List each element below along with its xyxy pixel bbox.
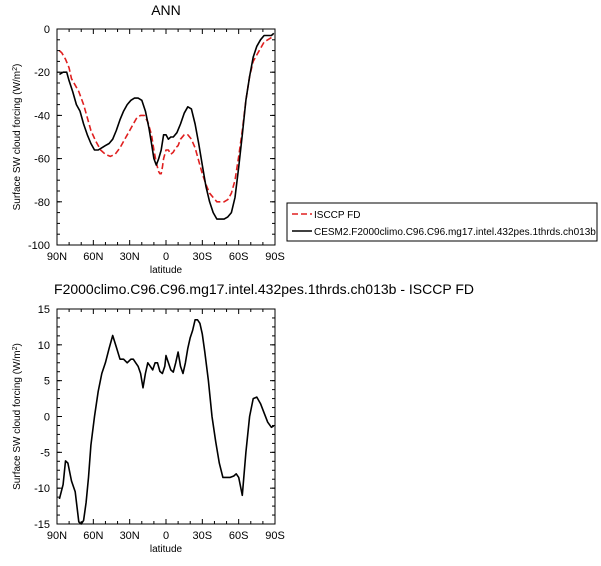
chart-panel-1: ANN 90N 60N 30N 0 30S 60S 90S 0 -20 -40 -60 -80 -100 l… [12, 2, 598, 276]
x-tick-label: 60S [229, 530, 249, 542]
x-tick-label: 90S [265, 251, 285, 263]
x-axis-label: latitude [150, 265, 183, 276]
x-tick-label: 30S [193, 530, 213, 542]
y-tick-label: 15 [38, 304, 50, 316]
y-tick-label: 0 [44, 412, 50, 424]
x-tick-label: 60S [229, 251, 249, 263]
y-tick-label: -20 [34, 67, 50, 79]
x-tick-label: 60N [83, 530, 103, 542]
x-tick-label: 90N [47, 530, 67, 542]
y-tick-label: -100 [28, 240, 50, 252]
legend: ISCCP FD CESM2.F2000climo.C96.C96.mg17.in… [286, 202, 598, 242]
series-line-1 [58, 34, 275, 203]
y-tick-label: -60 [34, 154, 50, 166]
legend-entry: ISCCP FD [314, 210, 361, 221]
y-tick-label: -80 [34, 197, 50, 209]
x-axis-label: latitude [150, 544, 183, 555]
y-tick-label: -40 [34, 110, 50, 122]
chart-title: ANN [151, 2, 181, 18]
series-line-2 [58, 32, 275, 220]
y-tick-label: 10 [38, 340, 50, 352]
y-tick-label: -15 [34, 519, 50, 531]
y-tick-label: 0 [44, 24, 50, 36]
y-tick-label: -10 [34, 483, 50, 495]
x-tick-label: 0 [163, 251, 169, 263]
x-tick-label: 30N [120, 530, 140, 542]
legend-entry: CESM2.F2000climo.C96.C96.mg17.intel.432p… [314, 227, 596, 238]
x-tick-label: 0 [163, 530, 169, 542]
y-axis-label: Surface SW cloud forcing (W/m2) [12, 343, 24, 490]
x-tick-label: 60N [83, 251, 103, 263]
y-tick-label: 5 [44, 376, 50, 388]
series-line-1 [58, 318, 275, 525]
x-tick-label: 30S [193, 251, 213, 263]
y-tick-label: -5 [40, 447, 50, 459]
legend-box [286, 202, 598, 242]
y-axis-label: Surface SW cloud forcing (W/m2) [12, 64, 24, 211]
chart-title: F2000climo.C96.C96.mg17.intel.432pes.1th… [54, 281, 474, 297]
x-tick-label: 30N [120, 251, 140, 263]
chart-panel-2: F2000climo.C96.C96.mg17.intel.432pes.1th… [12, 281, 474, 555]
x-tick-label: 90S [265, 530, 285, 542]
x-tick-label: 90N [47, 251, 67, 263]
